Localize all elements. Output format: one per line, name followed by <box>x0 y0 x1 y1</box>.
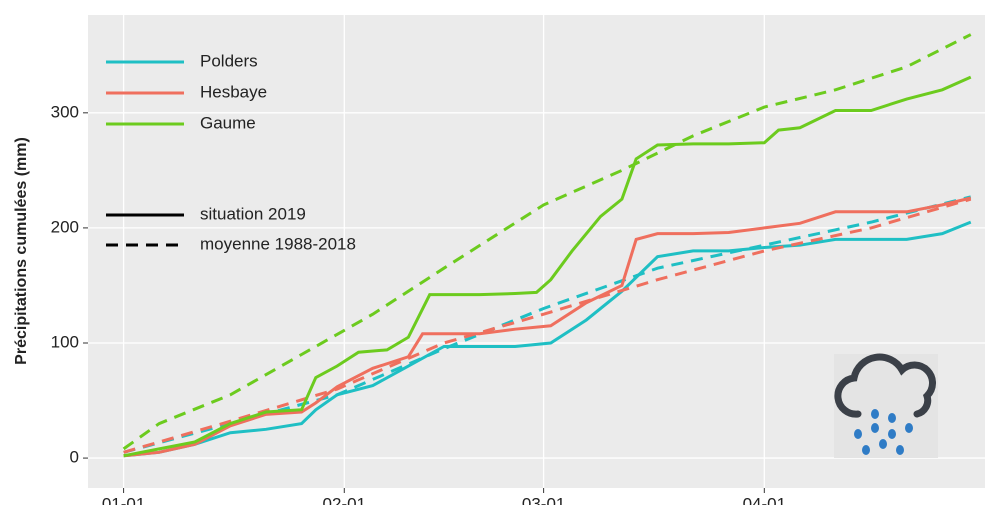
series-line <box>123 220 972 458</box>
legend-label: Polders <box>200 51 258 70</box>
y-tick-label: 100 <box>51 332 79 351</box>
legend: Polders Hesbaye Gaume situation 2019 moyenne… <box>106 51 356 253</box>
legend-label: moyenne 1988-2018 <box>200 234 356 253</box>
y-axis-title: Précipitations cumulées (mm) <box>13 137 30 365</box>
lines <box>122 33 972 458</box>
legend-label: Hesbaye <box>200 82 267 101</box>
x-tick-label: 03-01 <box>522 494 565 505</box>
average-line <box>122 33 972 451</box>
average-line <box>123 197 972 454</box>
legend-label: situation 2019 <box>200 204 306 223</box>
legend-label: Gaume <box>200 113 256 132</box>
y-tick-label: 200 <box>51 217 79 236</box>
y-tick-label: 0 <box>70 448 79 467</box>
rain-icon <box>834 353 938 458</box>
y-tick-label: 300 <box>51 102 79 121</box>
series-line <box>123 196 972 458</box>
x-tick-label: 04-01 <box>743 494 786 505</box>
x-tick-label: 01-01 <box>102 494 145 505</box>
x-tick-label: 02-01 <box>323 494 366 505</box>
series-line <box>123 75 972 458</box>
